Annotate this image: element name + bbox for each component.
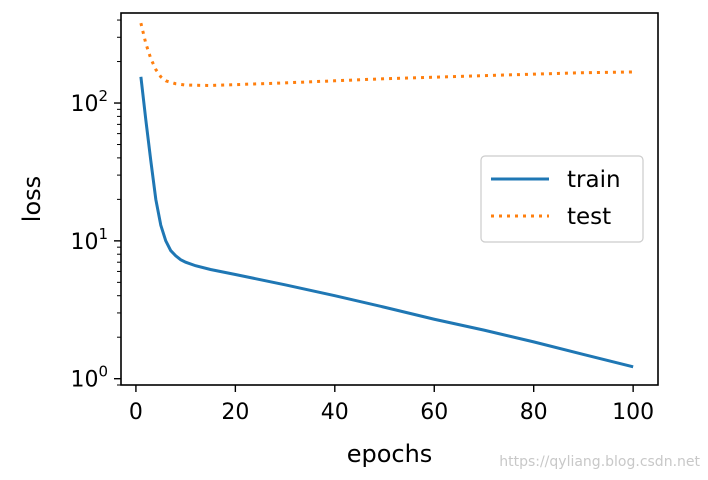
- legend-label-test: test: [567, 204, 611, 230]
- y-axis-ticks: 100 101 102: [70, 19, 121, 393]
- y-tick-label: 101: [70, 225, 108, 255]
- series-line-train: [139, 76, 634, 369]
- legend: train test: [480, 155, 644, 243]
- x-tick-label: 60: [420, 400, 448, 425]
- series-layer: [139, 22, 634, 369]
- x-tick-label: 100: [612, 400, 654, 425]
- x-tick-label: 80: [520, 400, 548, 425]
- legend-label-train: train: [567, 167, 621, 193]
- x-tick-label: 40: [321, 400, 349, 425]
- x-axis-label: epochs: [347, 440, 433, 468]
- x-tick-label: 0: [129, 400, 143, 425]
- series-line-test: [139, 22, 634, 88]
- x-axis-ticks: 0 20 40 60 80 100: [129, 385, 654, 425]
- y-tick-label: 102: [70, 87, 108, 117]
- x-tick-label: 20: [221, 400, 249, 425]
- y-axis-label: loss: [18, 176, 46, 222]
- watermark: https://qyliang.blog.csdn.net: [499, 454, 700, 470]
- y-tick-label: 100: [70, 363, 108, 393]
